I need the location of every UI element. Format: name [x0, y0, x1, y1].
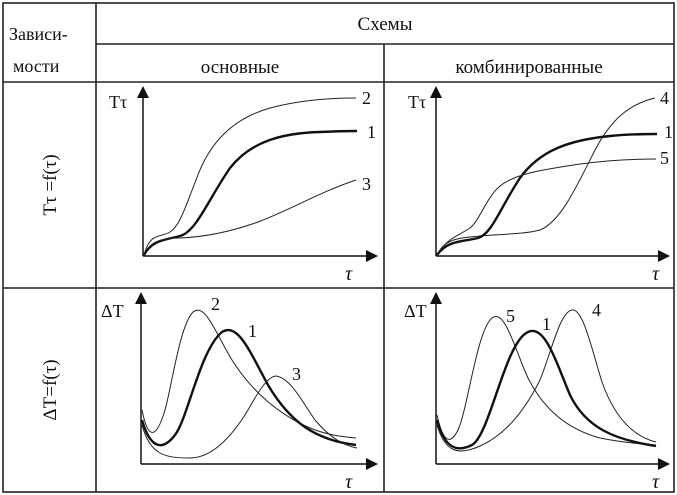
curve-1	[140, 328, 357, 447]
curve-label-3: 3	[292, 364, 301, 384]
row-label-temperature: Tτ =f(τ)	[40, 154, 61, 215]
x-axis-label: τ	[652, 263, 660, 285]
header-dependencies-line1: Зависи-	[9, 24, 68, 44]
curve-label-5: 5	[506, 306, 515, 326]
column-basic-label: основные	[201, 57, 279, 78]
curve-label-1: 1	[664, 122, 673, 142]
curve-label-1: 1	[367, 122, 376, 142]
y-axis-label: Tτ	[109, 92, 127, 112]
curve-3	[141, 375, 358, 459]
curve-5	[436, 158, 657, 256]
curve-1	[436, 132, 658, 256]
curve-label-1: 1	[248, 321, 257, 341]
curve-2	[141, 309, 357, 439]
column-combined-label: комбинированные	[455, 57, 602, 78]
row-label-delta-temperature: ΔT=f(τ)	[40, 359, 61, 420]
curve-1	[435, 329, 657, 450]
curve-label-1: 1	[542, 314, 551, 334]
y-axis-label: ΔT	[101, 301, 124, 321]
curve-4	[436, 97, 656, 256]
curve-5	[436, 315, 657, 446]
curve-2	[143, 97, 357, 256]
curve-3	[143, 179, 357, 256]
curve-label-2: 2	[362, 88, 371, 108]
curve-label-4: 4	[660, 88, 669, 108]
curve-4	[436, 309, 657, 452]
curve-label-5: 5	[660, 148, 669, 168]
x-axis-label: τ	[652, 471, 660, 493]
header-schemes: Схемы	[358, 14, 413, 35]
header-dependencies-line2: мости	[13, 56, 60, 76]
curve-1	[142, 129, 358, 256]
curve-label-3: 3	[362, 174, 371, 194]
panel-basic-temperature: Tτ τ 2 1 3	[109, 86, 378, 285]
y-axis-label: ΔT	[404, 301, 427, 321]
x-axis-label: τ	[345, 263, 353, 285]
panel-basic-delta: ΔT τ 2 1 3	[101, 292, 378, 493]
curve-label-4: 4	[592, 300, 601, 320]
curve-label-2: 2	[211, 294, 220, 314]
panel-combined-delta: ΔT τ 5 1 4	[404, 292, 670, 493]
y-axis-label: Tτ	[408, 92, 426, 112]
panel-combined-temperature: Tτ τ 4 1 5	[408, 86, 673, 285]
x-axis-label: τ	[345, 471, 353, 493]
